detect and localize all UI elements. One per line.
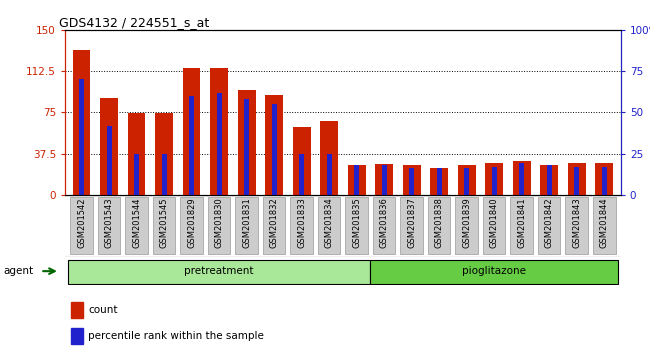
Text: GSM201838: GSM201838: [435, 197, 444, 248]
Bar: [574, 167, 579, 195]
FancyBboxPatch shape: [373, 197, 395, 254]
FancyBboxPatch shape: [70, 197, 93, 254]
FancyBboxPatch shape: [208, 197, 230, 254]
FancyBboxPatch shape: [98, 197, 120, 254]
FancyBboxPatch shape: [68, 260, 370, 284]
FancyBboxPatch shape: [235, 197, 258, 254]
Bar: [464, 169, 469, 195]
Bar: [595, 163, 613, 195]
Bar: [403, 165, 421, 195]
Bar: [265, 95, 283, 195]
Text: GDS4132 / 224551_s_at: GDS4132 / 224551_s_at: [59, 16, 210, 29]
Bar: [216, 93, 222, 195]
Bar: [354, 165, 359, 195]
Bar: [568, 163, 586, 195]
Bar: [430, 169, 448, 195]
Bar: [71, 328, 83, 344]
FancyBboxPatch shape: [125, 197, 148, 254]
FancyBboxPatch shape: [538, 197, 560, 254]
Bar: [491, 167, 497, 195]
FancyBboxPatch shape: [566, 197, 588, 254]
FancyBboxPatch shape: [345, 197, 368, 254]
FancyBboxPatch shape: [153, 197, 176, 254]
Bar: [513, 161, 530, 195]
Text: GSM201545: GSM201545: [159, 197, 168, 248]
FancyBboxPatch shape: [593, 197, 616, 254]
Text: GSM201830: GSM201830: [214, 197, 224, 248]
Text: GSM201831: GSM201831: [242, 197, 251, 248]
Bar: [127, 114, 146, 195]
Bar: [162, 154, 166, 195]
Text: GSM201841: GSM201841: [517, 197, 526, 248]
FancyBboxPatch shape: [263, 197, 285, 254]
Bar: [326, 154, 332, 195]
Bar: [409, 169, 414, 195]
Bar: [602, 167, 606, 195]
Text: count: count: [88, 305, 118, 315]
Text: GSM201844: GSM201844: [600, 197, 609, 248]
Text: GSM201832: GSM201832: [270, 197, 279, 248]
Text: agent: agent: [3, 266, 33, 276]
FancyBboxPatch shape: [370, 260, 618, 284]
Text: GSM201833: GSM201833: [297, 197, 306, 248]
Bar: [299, 154, 304, 195]
Text: GSM201834: GSM201834: [324, 197, 333, 248]
Text: GSM201837: GSM201837: [407, 197, 416, 248]
Bar: [272, 104, 277, 195]
FancyBboxPatch shape: [483, 197, 506, 254]
Bar: [348, 165, 365, 195]
Bar: [320, 121, 338, 195]
Bar: [547, 165, 552, 195]
Bar: [107, 126, 112, 195]
Bar: [210, 68, 228, 195]
Text: GSM201544: GSM201544: [132, 197, 141, 248]
Text: GSM201829: GSM201829: [187, 197, 196, 248]
Text: GSM201836: GSM201836: [380, 197, 389, 248]
FancyBboxPatch shape: [180, 197, 203, 254]
Text: GSM201543: GSM201543: [105, 197, 114, 248]
Bar: [79, 79, 84, 195]
Bar: [519, 164, 524, 195]
Bar: [134, 154, 139, 195]
FancyBboxPatch shape: [456, 197, 478, 254]
Bar: [100, 98, 118, 195]
Bar: [238, 91, 255, 195]
Text: GSM201842: GSM201842: [545, 197, 554, 248]
Bar: [458, 165, 476, 195]
FancyBboxPatch shape: [291, 197, 313, 254]
Bar: [540, 165, 558, 195]
Text: GSM201835: GSM201835: [352, 197, 361, 248]
Bar: [486, 163, 503, 195]
Text: pioglitazone: pioglitazone: [462, 266, 526, 276]
Bar: [73, 50, 90, 195]
FancyBboxPatch shape: [318, 197, 341, 254]
Bar: [375, 164, 393, 195]
Text: percentile rank within the sample: percentile rank within the sample: [88, 331, 264, 341]
Bar: [183, 68, 200, 195]
Text: GSM201839: GSM201839: [462, 197, 471, 248]
Bar: [292, 127, 311, 195]
Text: GSM201542: GSM201542: [77, 197, 86, 248]
Bar: [189, 96, 194, 195]
Text: GSM201840: GSM201840: [489, 197, 499, 248]
Text: pretreatment: pretreatment: [185, 266, 254, 276]
Text: GSM201843: GSM201843: [572, 197, 581, 248]
Bar: [155, 114, 173, 195]
Bar: [244, 99, 249, 195]
Bar: [382, 165, 387, 195]
FancyBboxPatch shape: [510, 197, 533, 254]
Bar: [437, 169, 441, 195]
Bar: [71, 302, 83, 318]
FancyBboxPatch shape: [400, 197, 423, 254]
FancyBboxPatch shape: [428, 197, 450, 254]
